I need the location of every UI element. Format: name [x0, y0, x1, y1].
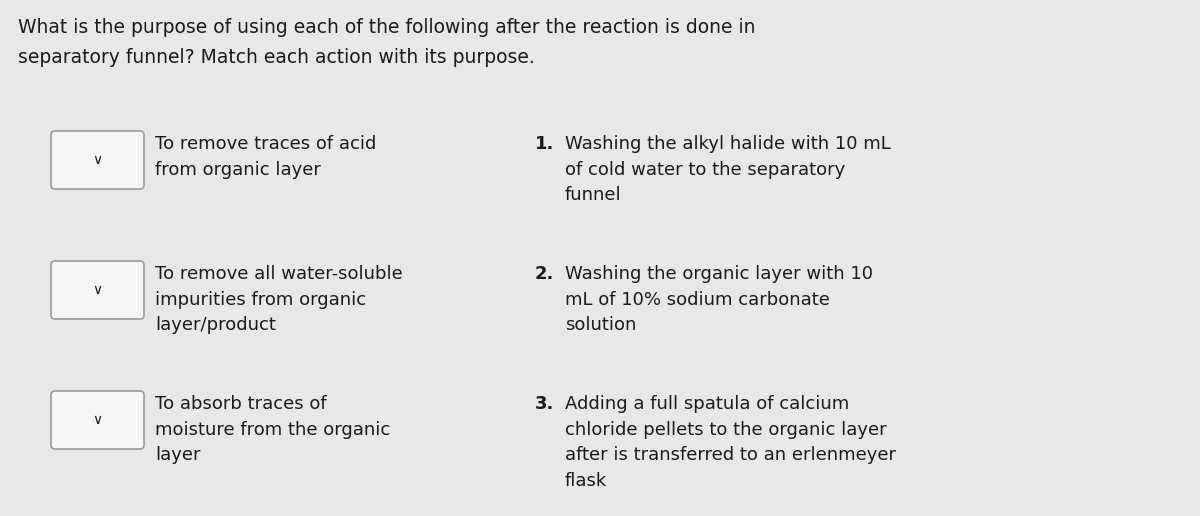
Text: What is the purpose of using each of the following after the reaction is done in: What is the purpose of using each of the…	[18, 18, 756, 37]
Text: To absorb traces of
moisture from the organic
layer: To absorb traces of moisture from the or…	[155, 395, 390, 464]
Text: ∨: ∨	[92, 153, 102, 167]
Text: 2.: 2.	[535, 265, 554, 283]
Text: ∨: ∨	[92, 413, 102, 427]
FancyBboxPatch shape	[50, 261, 144, 319]
Text: 3.: 3.	[535, 395, 554, 413]
FancyBboxPatch shape	[50, 391, 144, 449]
Text: separatory funnel? Match each action with its purpose.: separatory funnel? Match each action wit…	[18, 48, 535, 67]
Text: Washing the alkyl halide with 10 mL
of cold water to the separatory
funnel: Washing the alkyl halide with 10 mL of c…	[565, 135, 890, 204]
Text: Adding a full spatula of calcium
chloride pellets to the organic layer
after is : Adding a full spatula of calcium chlorid…	[565, 395, 896, 490]
Text: To remove traces of acid
from organic layer: To remove traces of acid from organic la…	[155, 135, 377, 179]
Text: ∨: ∨	[92, 283, 102, 297]
FancyBboxPatch shape	[50, 131, 144, 189]
Text: Washing the organic layer with 10
mL of 10% sodium carbonate
solution: Washing the organic layer with 10 mL of …	[565, 265, 874, 334]
Text: 1.: 1.	[535, 135, 554, 153]
Text: To remove all water-soluble
impurities from organic
layer/product: To remove all water-soluble impurities f…	[155, 265, 403, 334]
